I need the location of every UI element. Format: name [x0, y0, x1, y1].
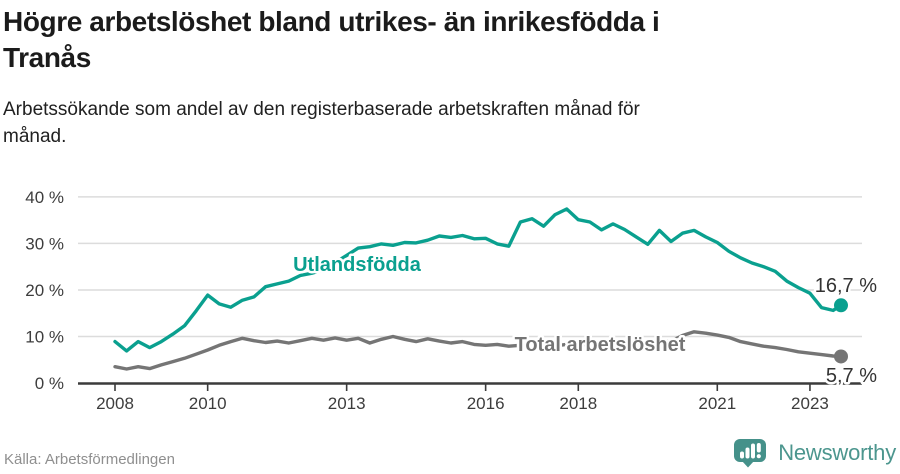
newsworthy-icon: [734, 439, 767, 468]
chart-subtitle-line-2: månad.: [3, 125, 67, 147]
series-line-utlandsfodda: [113, 207, 843, 353]
y-axis-label: 0 %: [35, 374, 64, 393]
y-axis-label: 30 %: [25, 234, 64, 253]
y-axis-label: 10 %: [25, 327, 64, 346]
page-title-line-2: Tranås: [3, 42, 91, 74]
header: Högre arbetslöshet bland utrikes- än inr…: [3, 4, 883, 151]
page-title: Högre arbetslöshet bland utrikes- än inr…: [3, 4, 883, 77]
y-axis-label: 40 %: [25, 188, 64, 207]
y-axis-label: 20 %: [25, 281, 64, 300]
chart-subtitle-line-1: Arbetssökande som andel av den registerb…: [3, 98, 640, 120]
series-end-dot-total: [833, 349, 848, 364]
brand-name: Newsworthy: [778, 440, 896, 465]
source-credit: Källa: Arbetsförmedlingen: [4, 451, 175, 468]
series-end-dot-utlandsfodda: [833, 298, 848, 313]
logo-exclamation-bar: [756, 443, 761, 453]
x-axis-label: 2018: [559, 394, 597, 413]
x-axis-label: 2021: [698, 394, 736, 413]
logo-exclamation-dot: [756, 454, 762, 459]
end-value-label: 5,7 %: [826, 365, 877, 387]
x-axis-label: 2016: [467, 394, 505, 413]
series-label: Total arbetslöshet: [515, 334, 686, 356]
x-axis-label: 2008: [96, 394, 134, 413]
brand-logo-link[interactable]: Newsworthy: [733, 438, 896, 468]
series-label: Utlandsfödda: [293, 254, 422, 276]
logo-bar-3: [751, 443, 756, 459]
end-value-label: 16,7 %: [815, 275, 877, 297]
logo-bar-1: [740, 451, 745, 459]
x-axis-label: 2013: [328, 394, 366, 413]
series-line-total: [113, 330, 843, 371]
page-title-line-1: Högre arbetslöshet bland utrikes- än inr…: [3, 6, 660, 37]
chart-subtitle: Arbetssökande som andel av den registerb…: [3, 97, 883, 151]
x-axis-label: 2023: [791, 394, 829, 413]
logo-bar-2: [745, 447, 750, 459]
x-axis-label: 2010: [189, 394, 227, 413]
